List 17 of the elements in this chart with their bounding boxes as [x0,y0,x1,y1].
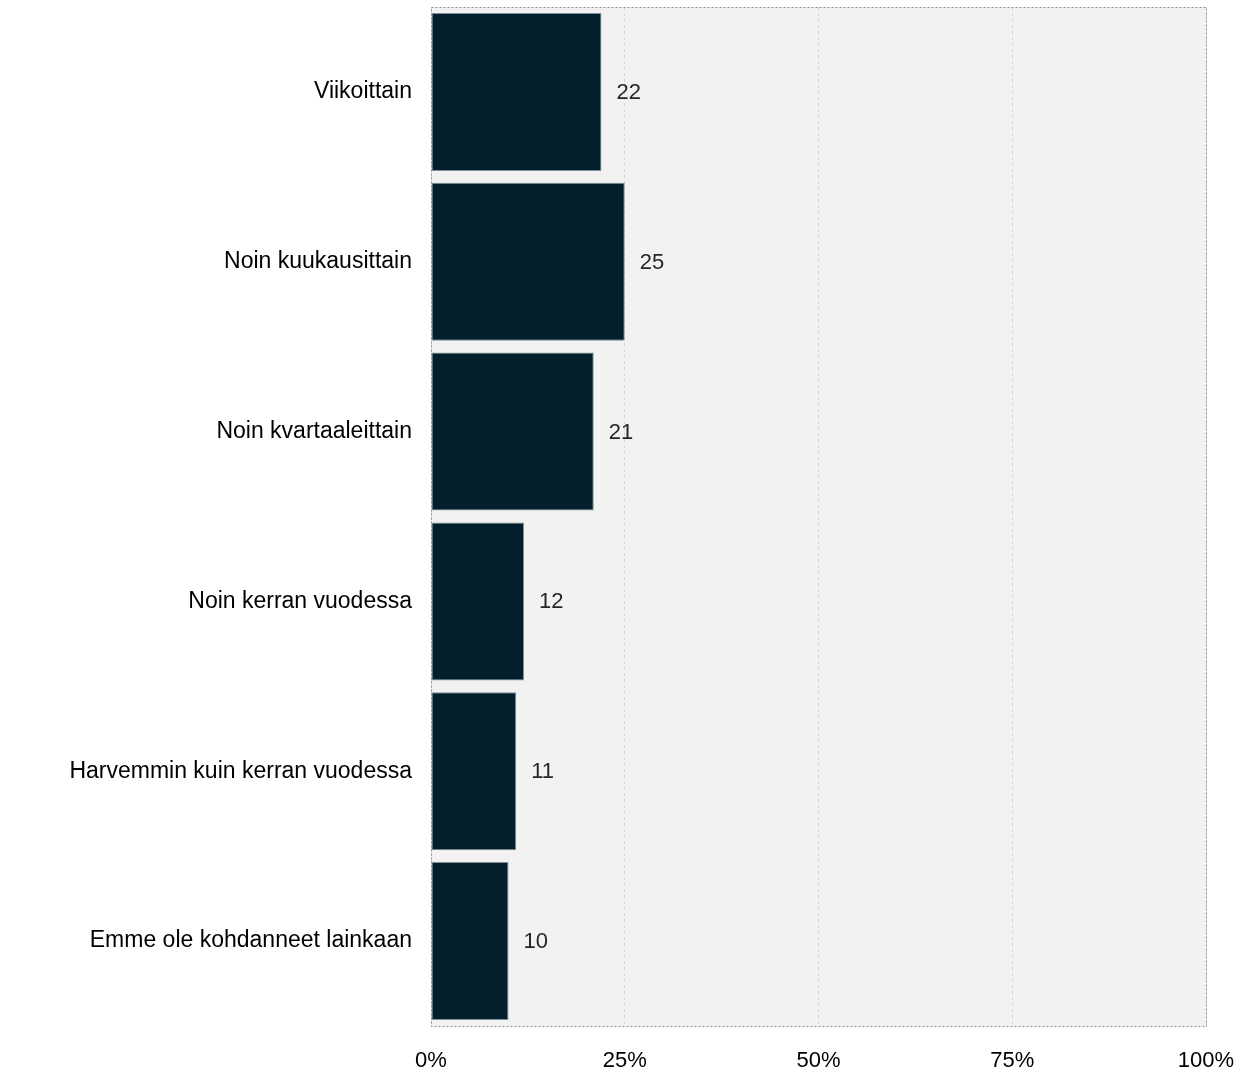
y-tick-label: Noin kvartaaleittain [216,416,412,443]
data-label: 25 [639,248,665,274]
y-tick-label: Harvemmin kuin kerran vuodessa [69,756,413,783]
y-tick-label: Noin kerran vuodessa [188,586,413,613]
y-tick-label: Noin kuukausittain [224,247,412,274]
data-label: 12 [539,588,564,614]
x-tick-label: 75% [990,1047,1035,1073]
x-tick-label: 100% [1177,1047,1235,1073]
x-tick-label: 50% [796,1047,841,1073]
y-tick-label: Emme ole kohdanneet lainkaan [89,926,412,953]
data-label: 11 [531,758,555,784]
data-label: 10 [523,928,548,954]
data-label: 21 [608,418,634,444]
data-label: 22 [616,78,641,104]
y-tick-label: Viikoittain [313,77,412,104]
x-tick-label: 25% [602,1047,647,1073]
x-tick-label: 0% [415,1047,447,1073]
